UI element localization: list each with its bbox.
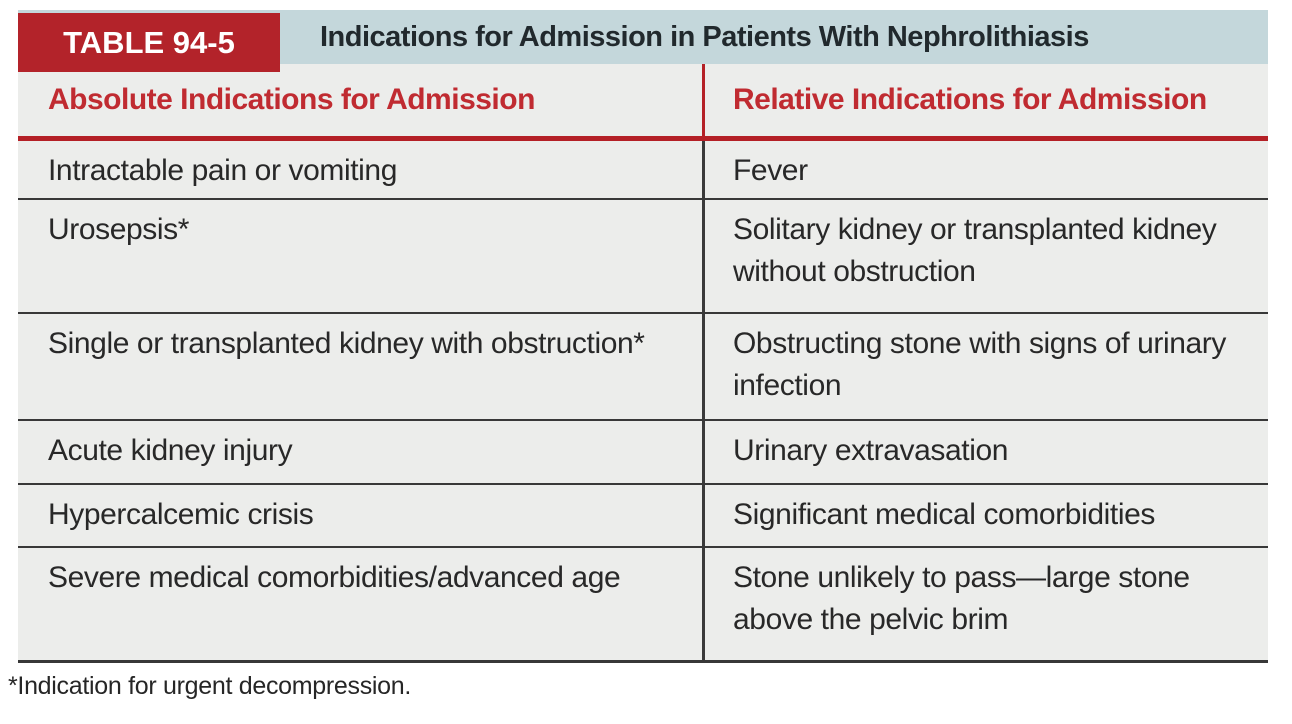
table-row: Hypercalcemic crisis Significant medical…	[18, 483, 1268, 546]
cell-relative: Obstructing stone with signs of urinary …	[702, 314, 1268, 419]
table-title: Indications for Admission in Patients Wi…	[320, 20, 1089, 53]
cell-absolute: Acute kidney injury	[48, 434, 293, 467]
cell-absolute: Severe medical comorbidities/advanced ag…	[48, 561, 621, 594]
table-row: Single or transplanted kidney with obstr…	[18, 312, 1268, 419]
cell-relative: Significant medical comorbidities	[702, 485, 1268, 546]
table-row: Intractable pain or vomiting Fever	[18, 141, 1268, 198]
table-number-text: TABLE 94-5	[63, 24, 235, 60]
table-row: Urosepsis* Solitary kidney or transplant…	[18, 198, 1268, 312]
table-body: Intractable pain or vomiting Fever Urose…	[18, 141, 1268, 663]
column-header-relative: Relative Indications for Admission	[702, 64, 1268, 136]
table-row: Acute kidney injury Urinary extravasatio…	[18, 419, 1268, 483]
cell-absolute: Single or transplanted kidney with obstr…	[48, 327, 645, 360]
column-header-absolute: Absolute Indications for Admission	[48, 83, 535, 116]
cell-absolute: Urosepsis*	[48, 213, 190, 246]
cell-relative: Urinary extravasation	[702, 421, 1268, 483]
column-header-row: Absolute Indications for Admission Relat…	[18, 64, 1268, 141]
cell-relative: Solitary kidney or transplanted kidney w…	[702, 200, 1268, 312]
indications-table: TABLE 94-5 Indications for Admission in …	[18, 10, 1268, 663]
table-number-label: TABLE 94-5	[18, 13, 280, 72]
cell-absolute: Intractable pain or vomiting	[48, 154, 397, 187]
table-row: Severe medical comorbidities/advanced ag…	[18, 546, 1268, 660]
cell-relative: Fever	[702, 141, 1268, 198]
table-title-band: TABLE 94-5 Indications for Admission in …	[18, 10, 1268, 72]
cell-absolute: Hypercalcemic crisis	[48, 498, 314, 531]
table-footnote: *Indication for urgent decompression.	[8, 672, 412, 700]
cell-relative: Stone unlikely to pass—large stone above…	[702, 548, 1268, 660]
